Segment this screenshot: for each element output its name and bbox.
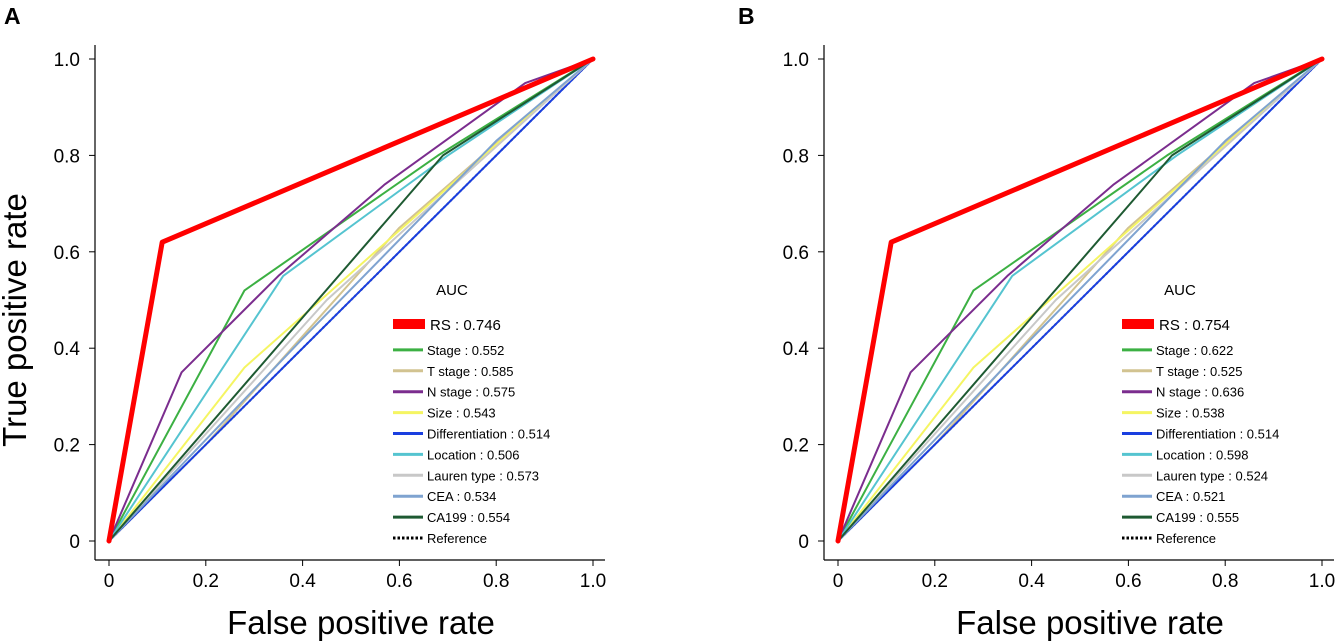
y-tick-label: 0.2 xyxy=(54,436,80,457)
x-axis-title: False positive rate xyxy=(956,604,1224,641)
legend-label-stage: Stage : 0.552 xyxy=(427,343,504,358)
y-tick-label: 0.8 xyxy=(54,146,80,167)
series-line-ca199 xyxy=(108,58,594,542)
series-line-differentiation xyxy=(108,58,594,542)
series-line-lauren-type xyxy=(108,58,594,542)
panel-label: A xyxy=(4,3,21,29)
x-tick-label: 0.4 xyxy=(1018,571,1045,592)
legend-label-differentiation: Differentiation : 0.514 xyxy=(427,427,550,442)
y-tick-label: 1.0 xyxy=(783,50,809,71)
legend-label-cea: CEA : 0.534 xyxy=(427,489,496,504)
legend-label-t-stage: T stage : 0.585 xyxy=(427,364,514,379)
x-tick-label: 0 xyxy=(833,571,844,592)
legend: AUC RS : 0.754 Stage : 0.622 T stage : 0.52… xyxy=(1122,282,1279,546)
legend-label-reference: Reference xyxy=(1156,531,1216,546)
x-tick-label: 0.4 xyxy=(289,571,316,592)
series-line-n-stage xyxy=(108,58,594,542)
x-tick-label: 0.8 xyxy=(483,571,509,592)
y-tick-label: 0.8 xyxy=(783,146,809,167)
panel-a: A 0 0.2 0.4 0.6 0.8 1.0 0 0.2 0.4 0.6 0.8 1.0 False p… xyxy=(0,3,606,641)
series-line-location xyxy=(837,58,1323,542)
legend-label-location: Location : 0.506 xyxy=(427,447,520,462)
y-tick-label: 0.4 xyxy=(783,339,810,360)
legend-label-n-stage: N stage : 0.575 xyxy=(427,385,515,400)
legend-label-ca199: CA199 : 0.554 xyxy=(427,510,510,525)
x-tick-label: 1.0 xyxy=(1309,571,1335,592)
legend-label-lauren-type: Lauren type : 0.573 xyxy=(427,468,539,483)
panel-label: B xyxy=(738,3,755,29)
x-tick-label: 0 xyxy=(104,571,115,592)
legend-label-location: Location : 0.598 xyxy=(1156,447,1249,462)
legend-label-rs: RS : 0.746 xyxy=(430,317,501,334)
x-tick-label: 0.8 xyxy=(1212,571,1238,592)
series-line-n-stage xyxy=(837,58,1323,542)
legend-label-size: Size : 0.543 xyxy=(427,406,496,421)
legend-label-size: Size : 0.538 xyxy=(1156,406,1225,421)
series-line-rs xyxy=(106,56,596,544)
y-tick-label: 0.6 xyxy=(54,243,80,264)
series-line-ca199 xyxy=(837,58,1323,542)
series-line-lauren-type xyxy=(837,58,1323,542)
y-tick-label: 0 xyxy=(798,532,809,553)
y-tick-label: 0 xyxy=(69,532,80,553)
x-tick-label: 0.2 xyxy=(193,571,219,592)
x-tick-label: 0.6 xyxy=(386,571,412,592)
x-tick-label: 0.6 xyxy=(1115,571,1141,592)
x-tick-label: 0.2 xyxy=(922,571,948,592)
legend-title: AUC xyxy=(1164,282,1196,299)
y-tick-label: 0.2 xyxy=(783,436,809,457)
series-line-differentiation xyxy=(837,58,1323,542)
legend-label-t-stage: T stage : 0.525 xyxy=(1156,364,1243,379)
legend: AUC RS : 0.746 Stage : 0.552 T stage : 0.58… xyxy=(393,282,550,546)
y-axis-title: True positive rate xyxy=(0,193,33,447)
y-tick-label: 0.4 xyxy=(54,339,81,360)
y-tick-label: 1.0 xyxy=(54,50,80,71)
legend-label-lauren-type: Lauren type : 0.524 xyxy=(1156,468,1268,483)
series-line-cea xyxy=(837,58,1323,542)
series-line-location xyxy=(108,58,594,542)
legend-label-differentiation: Differentiation : 0.514 xyxy=(1156,427,1279,442)
legend-label-reference: Reference xyxy=(427,531,487,546)
legend-label-n-stage: N stage : 0.636 xyxy=(1156,385,1244,400)
panel-b: B 0 0.2 0.4 0.6 0.8 1.0 0 0.2 0.4 0.6 0.8 1.0 False p… xyxy=(738,3,1335,641)
series-line-rs xyxy=(835,56,1325,544)
legend-label-rs: RS : 0.754 xyxy=(1159,317,1230,334)
series-line-cea xyxy=(108,58,594,542)
y-tick-label: 0.6 xyxy=(783,243,809,264)
x-axis-title: False positive rate xyxy=(227,604,495,641)
legend-label-cea: CEA : 0.521 xyxy=(1156,489,1225,504)
legend-label-ca199: CA199 : 0.555 xyxy=(1156,510,1239,525)
legend-label-stage: Stage : 0.622 xyxy=(1156,343,1233,358)
legend-title: AUC xyxy=(436,282,468,299)
x-tick-label: 1.0 xyxy=(580,571,606,592)
